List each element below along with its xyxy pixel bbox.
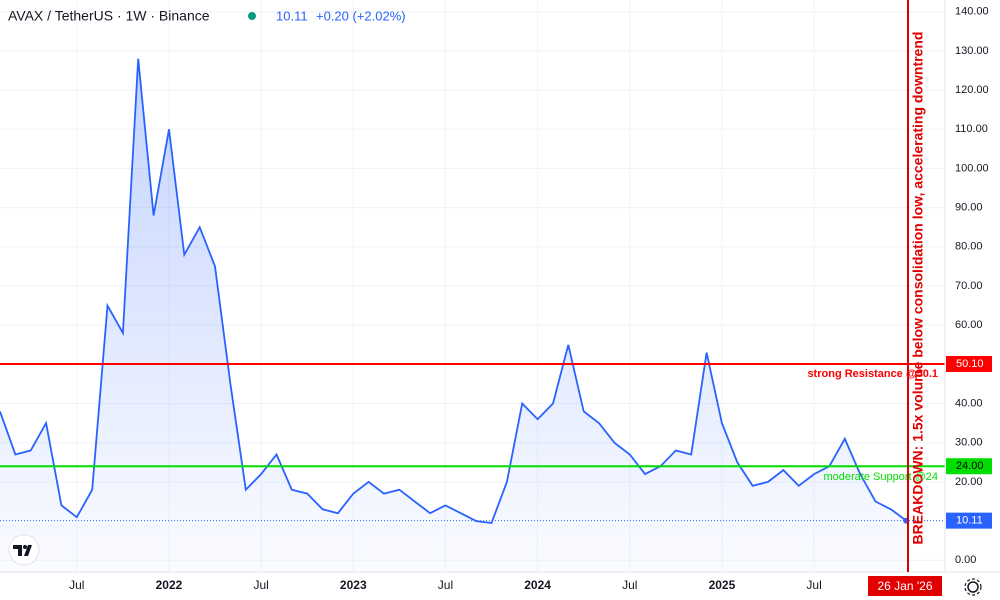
x-tick-label: Jul — [438, 578, 453, 592]
level-price-box — [946, 458, 992, 475]
y-tick-label: 40.00 — [955, 397, 983, 409]
y-tick-label: 70.00 — [955, 280, 983, 292]
level-name: moderate Support @24 — [823, 471, 938, 483]
status-dot — [248, 12, 256, 20]
x-tick-label: Jul — [806, 578, 821, 592]
x-tick-label: 2022 — [156, 578, 183, 592]
y-tick-label: 30.00 — [955, 437, 983, 449]
y-tick-label: 120.00 — [955, 84, 989, 96]
y-tick-label: 130.00 — [955, 45, 989, 57]
y-tick-label: 110.00 — [955, 123, 988, 135]
x-tick-label: Jul — [253, 578, 268, 592]
y-tick-label: 90.00 — [955, 202, 983, 214]
x-tick-label: Jul — [622, 578, 637, 592]
level-price-label: 50.10 — [956, 358, 984, 370]
x-tick-label: 2024 — [524, 578, 551, 592]
area-fill — [0, 58, 907, 573]
date-label: 26 Jan '26 — [877, 579, 932, 593]
last-price-box — [946, 512, 992, 529]
y-tick-label: 20.00 — [955, 476, 983, 488]
annotation-text: BREAKDOWN: 1.5x volume below consolidati… — [910, 32, 926, 545]
y-tick-label: 80.00 — [955, 241, 983, 253]
y-tick-label: 0.00 — [955, 554, 976, 566]
x-tick-label: 2025 — [709, 578, 736, 592]
x-tick-label: Jul — [69, 578, 84, 592]
symbol-title: AVAX / TetherUS · 1W · Binance — [8, 8, 210, 24]
price-text: 10.11 — [276, 8, 308, 23]
y-tick-label: 60.00 — [955, 319, 983, 331]
price-line — [0, 58, 907, 524]
settings-icon[interactable] — [964, 578, 982, 596]
last-price-label: 10.11 — [956, 515, 983, 527]
y-tick-label: 140.00 — [955, 6, 989, 18]
date-box — [868, 576, 942, 596]
y-tick-label: 100.00 — [955, 162, 989, 174]
level-name: strong Resistance @50.1 — [807, 368, 938, 380]
logo[interactable] — [8, 534, 40, 566]
x-tick-label: 2023 — [340, 578, 367, 592]
level-price-label: 24.00 — [956, 460, 984, 472]
level-price-box — [946, 355, 992, 372]
change-text: +0.20 (+2.02%) — [316, 8, 406, 23]
